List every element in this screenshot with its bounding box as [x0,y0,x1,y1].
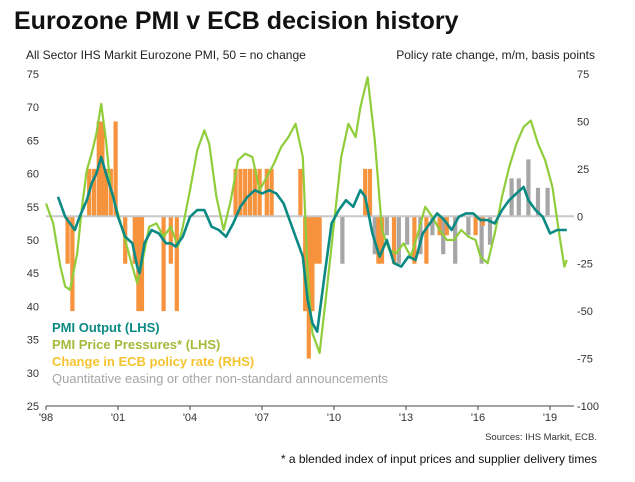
rate-bar-15 [174,216,179,312]
right-tick-label-6: 50 [577,116,589,128]
legend-item-3: Quantitative easing or other non-standar… [52,371,389,386]
left-tick-label-9: 70 [27,102,39,114]
rate-bar-35 [412,216,417,264]
rate-bar-11 [136,216,141,312]
right-tick-label-2: -50 [577,306,593,318]
footnote: * a blended index of input prices and su… [280,452,597,466]
left-tick-label-7: 60 [27,169,39,181]
rate-bar-34 [391,216,397,264]
rate-bar-30 [363,168,368,217]
rate-bar-5 [100,121,105,217]
rate-bar-13 [161,216,166,312]
rate-bar-10 [132,216,137,264]
x-tick-label-0: '98 [39,412,53,424]
right-tick-label-4: 0 [577,211,583,223]
qe-bar-14 [526,159,531,217]
rate-bar-29 [317,216,322,264]
qe-bar-0 [340,216,345,264]
rate-bar-38 [444,216,449,236]
rate-bar-20 [252,168,257,217]
rate-bar-32 [376,216,381,264]
rate-bar-16 [233,168,238,217]
qe-bar-3 [396,216,401,264]
rate-bar-14 [168,216,173,264]
left-tick-label-6: 55 [27,202,39,214]
x-tick-label-6: '16 [471,412,485,424]
rate-bar-6 [103,168,109,217]
qe-bar-11 [487,216,493,245]
rate-bar-28 [313,216,319,264]
rate-bar-0 [65,216,70,264]
legend-item-2: Change in ECB policy rate (RHS) [52,354,254,369]
left-tick-label-8: 65 [27,135,39,147]
rate-bar-24 [298,168,303,217]
rate-bar-25 [303,216,308,312]
x-tick-label-2: '04 [183,412,197,424]
right-tick-label-7: 75 [577,69,589,81]
right-tick-label-5: 25 [577,164,589,176]
qe-bar-13 [516,178,521,217]
qe-bar-1 [372,216,377,255]
rate-bar-19 [247,168,253,217]
chart-title: Eurozone PMI v ECB decision history [14,7,459,35]
right-tick-label-0: -100 [577,401,599,413]
left-axis-label: All Sector IHS Markit Eurozone PMI, 50 =… [26,48,306,62]
left-tick-label-5: 50 [27,235,39,247]
left-tick-label-0: 25 [27,401,39,413]
right-tick-label-3: -25 [577,259,593,271]
legend-item-0: PMI Output (LHS) [52,320,160,335]
source-note: Sources: IHS Markit, ECB. [485,432,597,443]
right-axis-label: Policy rate change, m/m, basis points [396,48,595,62]
rate-bar-1 [70,216,75,312]
rate-bar-37 [437,216,442,236]
rate-bar-33 [379,216,385,264]
pmi-output-line [56,155,567,333]
qe-bar-15 [535,187,541,217]
x-tick-label-1: '01 [111,412,125,424]
x-tick-label-7: '19 [543,412,557,424]
right-tick-label-1: -75 [577,354,593,366]
left-tick-label-3: 40 [27,301,39,313]
qe-bar-2 [384,216,389,236]
x-tick-label-4: '10 [327,412,341,424]
rate-bar-18 [243,168,248,217]
left-tick-label-1: 30 [27,368,39,380]
rate-bar-31 [367,168,373,217]
x-tick-label-5: '13 [399,412,413,424]
left-tick-label-2: 35 [27,335,39,347]
legend-item-1: PMI Price Pressures* (LHS) [52,337,220,352]
qe-bar-5 [418,216,423,255]
rate-bar-17 [238,168,243,217]
x-tick-label-3: '07 [255,412,269,424]
qe-bar-6 [430,216,435,236]
qe-bar-10 [479,216,484,264]
qe-bar-9 [466,216,471,236]
rate-bar-39 [473,216,478,236]
rate-bar-8 [113,121,118,217]
rate-bar-3 [91,168,97,217]
qe-bar-16 [545,187,550,217]
qe-bar-4 [405,216,410,245]
left-tick-label-10: 75 [27,69,39,81]
pmi-prices-line [44,76,568,354]
rate-bar-27 [310,216,315,312]
rate-bar-36 [424,216,429,264]
left-tick-label-4: 45 [27,268,39,280]
